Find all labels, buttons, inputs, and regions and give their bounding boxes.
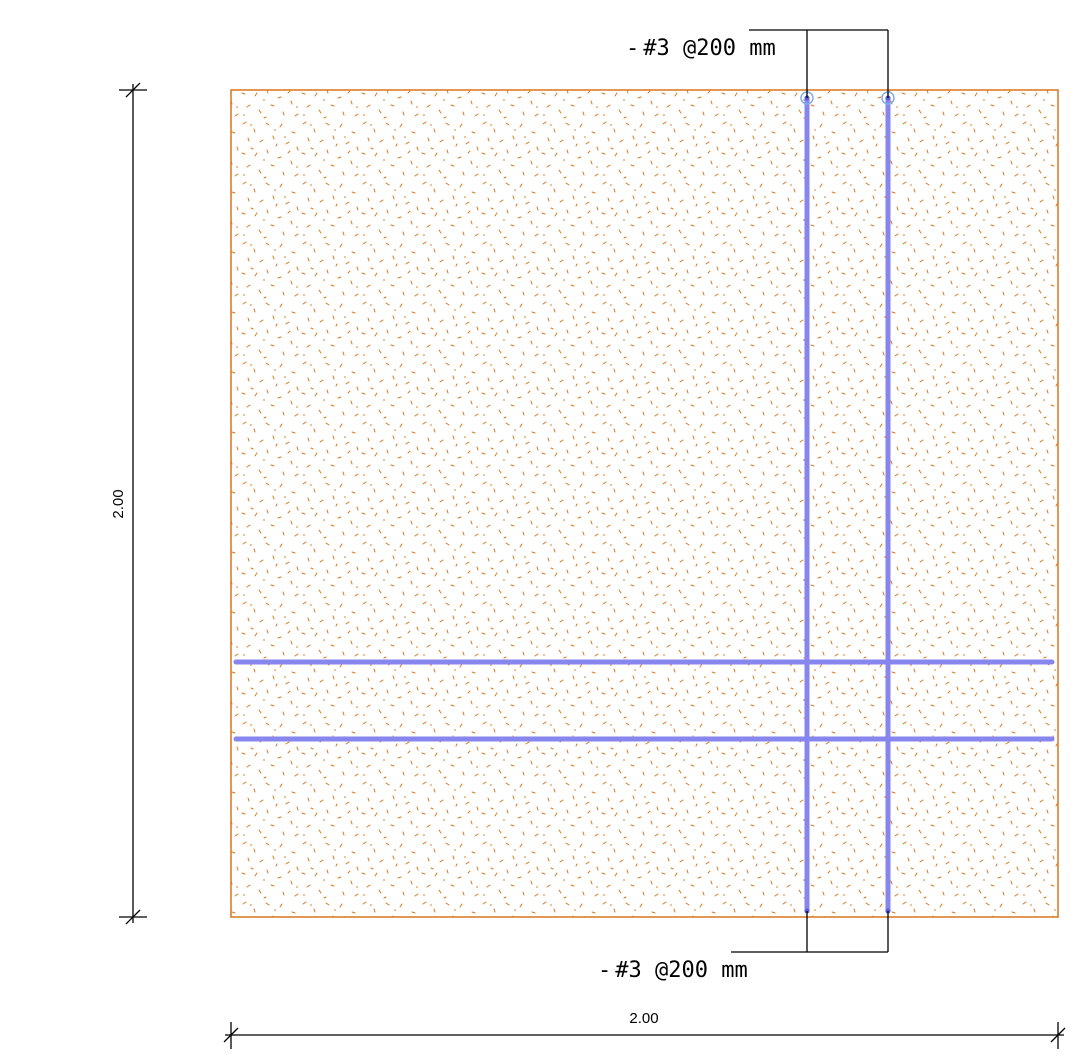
concrete-section: [230, 89, 1059, 918]
vertical-dimension: [119, 82, 147, 925]
bottom-callout-prefix: -: [598, 958, 611, 983]
bottom-callout-label: - #3 @200 mm: [598, 958, 748, 983]
horizontal-dimension-label: 2.00: [629, 1010, 658, 1027]
vertical-dimension-label: 2.00: [110, 489, 127, 518]
top-callout-label: - #3 @200 mm: [626, 36, 776, 61]
bottom-callout-text: #3 @200 mm: [615, 958, 747, 983]
top-callout-leader: [749, 29, 889, 98]
top-callout-prefix: -: [626, 36, 639, 61]
bottom-callout-leader: [731, 911, 889, 953]
top-callout-text: #3 @200 mm: [643, 36, 775, 61]
horizontal-dimension: [223, 1022, 1066, 1049]
